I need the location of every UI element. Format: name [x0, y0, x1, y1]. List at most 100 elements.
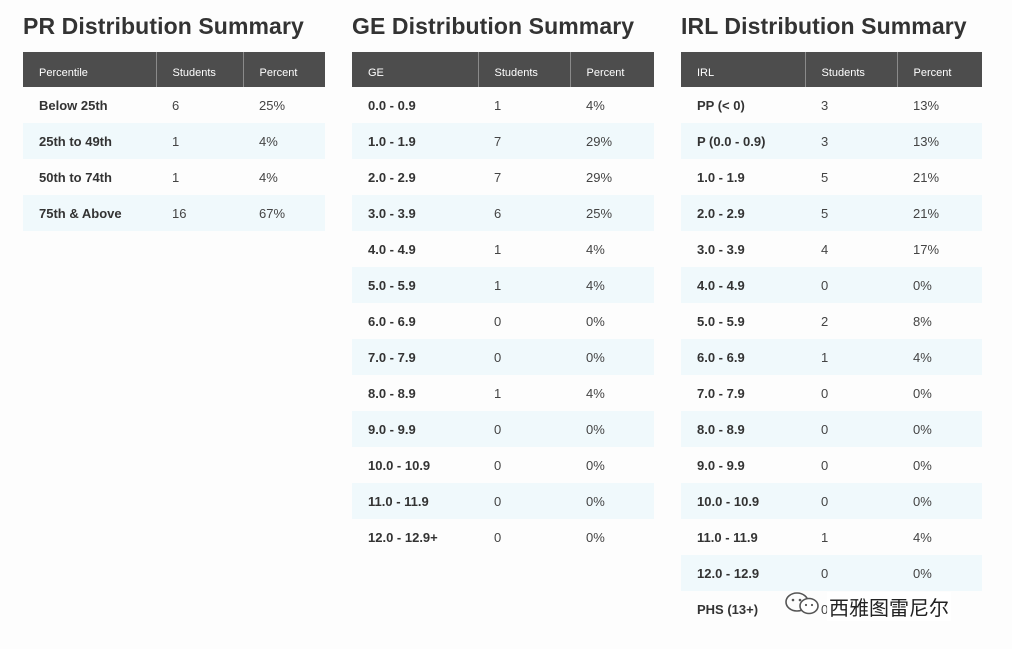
range-cell: 1.0 - 1.9 [352, 123, 478, 159]
percent-cell: 0% [897, 555, 982, 591]
range-cell: 5.0 - 5.9 [697, 313, 745, 329]
percent-cell: 4% [586, 385, 605, 401]
watermark: 西雅图雷尼尔 [783, 591, 983, 621]
range-cell: 2.0 - 2.9 [681, 195, 805, 231]
irl-header-row: IRL Students Percent [681, 52, 982, 87]
students-cell: 1 [156, 123, 243, 159]
table-row: 11.0 - 11.9 1 4% [681, 519, 982, 555]
students-cell: 0 [805, 267, 897, 303]
table-row: 3.0 - 3.9 6 25% [352, 195, 654, 231]
pr-column-header: Students [155, 52, 243, 87]
students-cell: 0 [478, 483, 570, 519]
range-cell: 6.0 - 6.9 [681, 339, 805, 375]
percent-cell: 0% [570, 483, 654, 519]
students-cell: 1 [821, 529, 829, 545]
pr-column-header: Percent [242, 52, 325, 87]
percent-cell: 4% [243, 123, 325, 159]
range-cell: 11.0 - 11.9 [352, 483, 478, 519]
irl-distribution-table: IRL Students Percent PP (< 0) 3 13% P (0.0 - 0… [681, 52, 982, 627]
percent-cell: 4% [897, 339, 982, 375]
students-cell: 1 [478, 267, 570, 303]
range-cell: 10.0 - 10.9 [681, 483, 805, 519]
percent-cell: 8% [913, 313, 932, 329]
percent-cell: 0% [897, 267, 982, 303]
percent-cell: 0% [913, 385, 932, 401]
range-cell: 4.0 - 4.9 [368, 241, 416, 257]
table-row: 8.0 - 8.9 1 4% [352, 375, 654, 411]
percent-cell: 0% [897, 483, 982, 519]
percent-cell: 0% [586, 529, 605, 545]
percent-cell: 4% [259, 169, 278, 185]
students-cell: 5 [821, 169, 829, 185]
table-row: 9.0 - 9.9 0 0% [352, 411, 654, 447]
range-cell: 9.0 - 9.9 [697, 457, 745, 473]
percent-cell: 0% [897, 411, 982, 447]
students-cell: 2 [821, 313, 829, 329]
table-row: 8.0 - 8.9 0 0% [681, 411, 982, 447]
percent-cell: 4% [586, 97, 605, 113]
table-row: 1.0 - 1.9 7 29% [352, 123, 654, 159]
percent-cell: 29% [570, 123, 654, 159]
range-cell: 12.0 - 12.9+ [368, 529, 438, 545]
table-row: 10.0 - 10.9 0 0% [352, 447, 654, 483]
pr-header-row: Percentile Students Percent [23, 52, 325, 87]
percent-cell: 29% [586, 169, 613, 185]
watermark-text: 西雅图雷尼尔 [827, 591, 951, 621]
pr-distribution-table: Percentile Students Percent Below 25th 6 25% 2… [23, 52, 325, 231]
pr-distribution-title: PR Distribution Summary [23, 13, 304, 39]
ge-column-header: Percent [569, 52, 654, 87]
students-cell: 1 [172, 169, 180, 185]
percent-cell: 0% [570, 411, 654, 447]
students-cell: 1 [494, 385, 502, 401]
table-row: 4.0 - 4.9 1 4% [352, 231, 654, 267]
students-cell: 3 [805, 123, 897, 159]
irl-column-header: Percent [896, 52, 982, 87]
range-cell: 7.0 - 7.9 [697, 385, 745, 401]
percent-cell: 25% [259, 97, 286, 113]
students-cell: 16 [156, 195, 243, 231]
ge-column-header: GE [352, 52, 478, 87]
range-cell: 6.0 - 6.9 [368, 313, 416, 329]
range-cell: 9.0 - 9.9 [352, 411, 478, 447]
table-row: 50th to 74th 1 4% [23, 159, 325, 195]
percent-cell: 0% [586, 313, 605, 329]
percent-cell: 13% [913, 97, 940, 113]
percent-cell: 67% [243, 195, 325, 231]
students-cell: 7 [494, 169, 502, 185]
table-row: 9.0 - 9.9 0 0% [681, 447, 982, 483]
percent-cell: 17% [913, 241, 940, 257]
percent-cell: 21% [897, 195, 982, 231]
students-cell: 5 [805, 195, 897, 231]
table-row: 1.0 - 1.9 5 21% [681, 159, 982, 195]
percent-cell: 21% [913, 169, 940, 185]
table-row: 10.0 - 10.9 0 0% [681, 483, 982, 519]
table-row: Below 25th 6 25% [23, 87, 325, 123]
range-cell: Below 25th [39, 97, 108, 113]
table-row: 2.0 - 2.9 5 21% [681, 195, 982, 231]
range-cell: 12.0 - 12.9 [681, 555, 805, 591]
range-cell: 5.0 - 5.9 [352, 267, 478, 303]
range-cell: 2.0 - 2.9 [368, 169, 416, 185]
table-row: 5.0 - 5.9 1 4% [352, 267, 654, 303]
percent-cell: 13% [897, 123, 982, 159]
range-cell: 75th & Above [23, 195, 156, 231]
table-row: 3.0 - 3.9 4 17% [681, 231, 982, 267]
students-cell: 0 [478, 339, 570, 375]
table-row: 2.0 - 2.9 7 29% [352, 159, 654, 195]
percent-cell: 0% [913, 457, 932, 473]
students-cell: 0 [821, 601, 829, 617]
students-cell: 1 [494, 97, 502, 113]
irl-column-header: IRL [681, 52, 805, 87]
range-cell: 8.0 - 8.9 [368, 385, 416, 401]
irl-column-header: Students [804, 52, 897, 87]
irl-distribution-title: IRL Distribution Summary [681, 13, 967, 39]
table-row: 25th to 49th 1 4% [23, 123, 325, 159]
students-cell: 0 [805, 411, 897, 447]
pr-column-header: Percentile [23, 52, 156, 87]
table-row: PHS (13+) 0 [681, 591, 982, 627]
students-cell: 6 [478, 195, 570, 231]
percent-cell: 25% [570, 195, 654, 231]
table-row: 7.0 - 7.9 0 0% [352, 339, 654, 375]
range-cell: PHS (13+) [697, 601, 759, 617]
students-cell: 3 [821, 97, 829, 113]
